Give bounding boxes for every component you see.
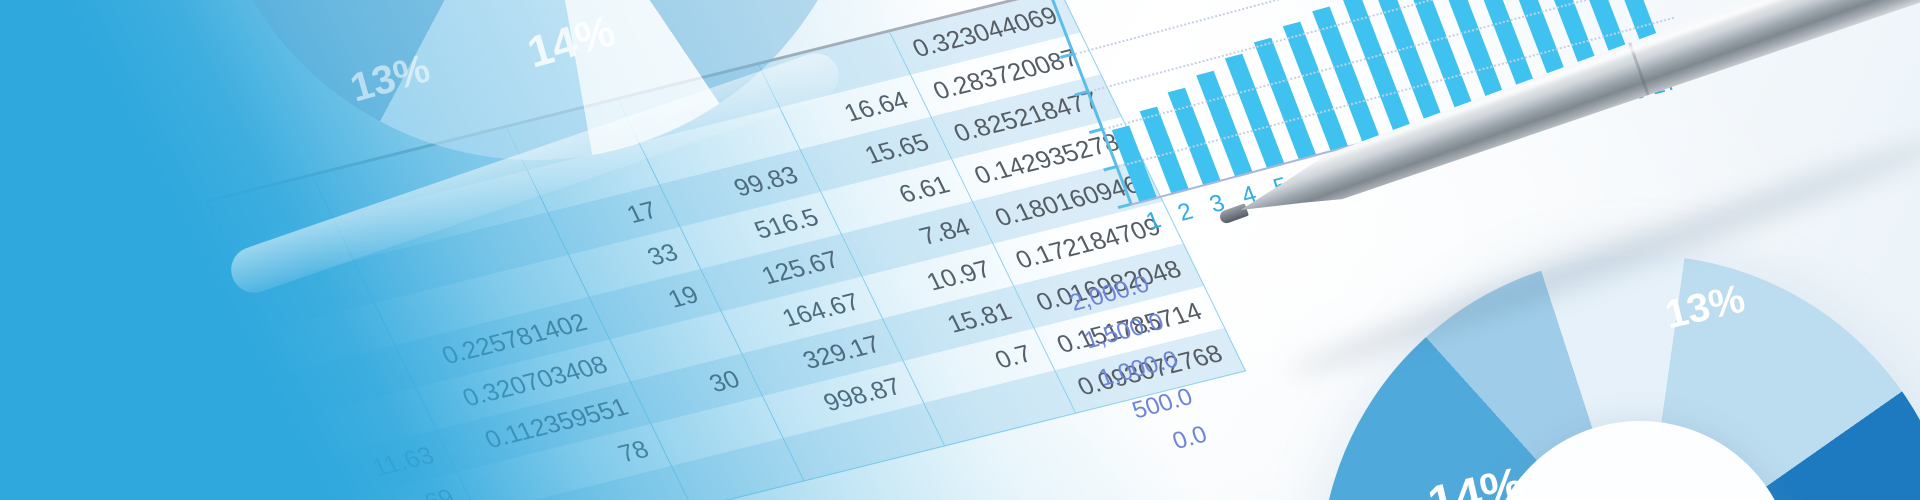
pie-top-left-label-14: 14% [522, 6, 621, 78]
pie-bottom-right-hole [1486, 421, 1794, 500]
pie-top-left-label-13: 13% [345, 46, 435, 111]
pen-seam [1628, 40, 1651, 98]
pie-bottom-right-label-13: 13% [1660, 276, 1749, 338]
pen-nib [1218, 203, 1249, 225]
pie-bottom-right-label-14: 14% [1423, 457, 1529, 500]
